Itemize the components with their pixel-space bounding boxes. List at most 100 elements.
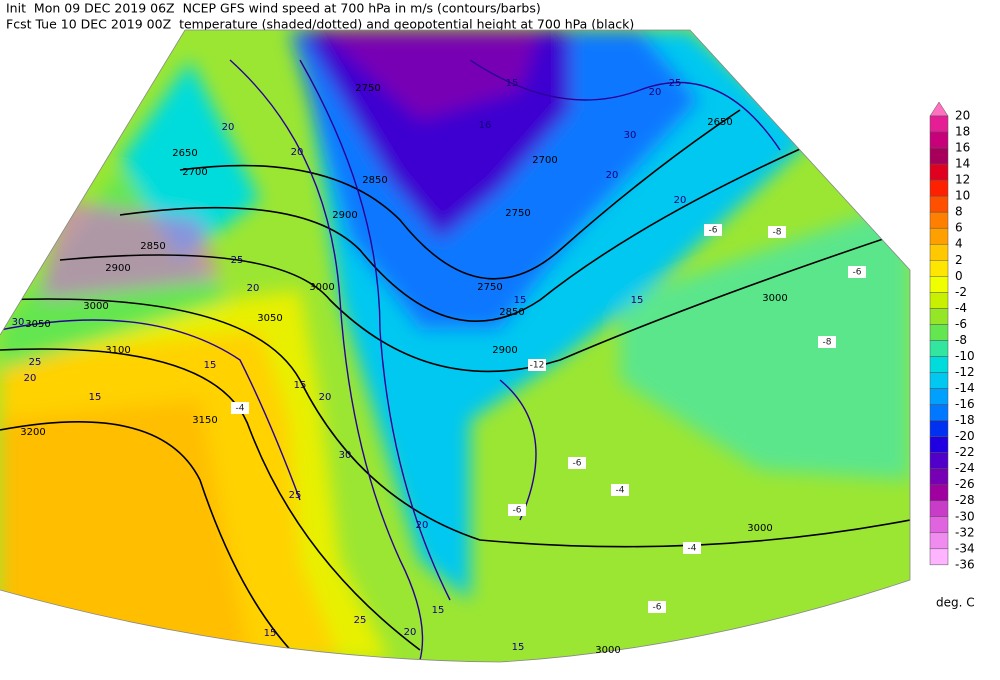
colorbar-cell xyxy=(929,163,949,181)
temperature-label-box xyxy=(508,504,526,516)
temperature-label: -4 xyxy=(236,404,245,414)
colorbar-cell xyxy=(929,500,949,518)
height-contour-label: 2650 xyxy=(172,148,197,159)
wind-contour-label: 20 xyxy=(247,283,260,294)
colorbar-label: 2 xyxy=(955,253,963,267)
colorbar-cell xyxy=(929,147,949,165)
colorbar-cell xyxy=(929,292,949,309)
height-contour-label: 2750 xyxy=(477,282,502,293)
height-contour-label: 3000 xyxy=(83,301,108,312)
colorbar-label: -6 xyxy=(955,317,967,331)
header-line-1: Init Mon 09 DEC 2019 06Z NCEP GFS wind s… xyxy=(6,1,541,16)
map-border xyxy=(0,29,911,663)
height-contour-label: 2750 xyxy=(355,83,380,94)
temperature-label-box xyxy=(848,266,866,278)
colorbar-arrow xyxy=(929,101,949,117)
temperature-label-box xyxy=(818,336,836,348)
colorbar-cell xyxy=(929,548,949,566)
height-contour-label: 2700 xyxy=(532,155,557,166)
colorbar-label: -32 xyxy=(955,525,975,539)
temperature-label: -8 xyxy=(773,228,782,238)
height-contour-label: 3100 xyxy=(105,345,130,356)
wind-contour-label: 20 xyxy=(674,195,687,206)
height-contour-label: 2750 xyxy=(505,208,530,219)
wind-contour-label: 25 xyxy=(669,78,682,89)
colorbar-label: 20 xyxy=(955,109,970,123)
map-labels: 2750 2650 2700 2850 2900 2750 2750 2850 2900 3000… xyxy=(12,78,866,656)
wind-contour-label: 15 xyxy=(89,392,102,403)
wind-contour-label: 15 xyxy=(204,360,217,371)
map-area xyxy=(0,30,910,662)
wind-contour-label: 25 xyxy=(289,490,302,501)
colorbar-label: -8 xyxy=(955,333,967,347)
colorbar-cell xyxy=(929,484,949,501)
wind-contour-label: 16 xyxy=(479,120,492,131)
temperature-label-box xyxy=(231,402,249,414)
height-contour-label: 2900 xyxy=(492,345,517,356)
wind-contour-label: 20 xyxy=(649,87,662,98)
temperature-label-box xyxy=(611,484,629,496)
temperature-label-box xyxy=(528,359,546,371)
height-contour-label: 3150 xyxy=(192,415,217,426)
colorbar-cell xyxy=(929,436,949,453)
temperature-label-box xyxy=(768,226,786,238)
colorbar-label: -12 xyxy=(955,365,975,379)
wind-contour-label: 20 xyxy=(606,170,619,181)
colorbar-label: 4 xyxy=(955,237,963,251)
colorbar-cell xyxy=(929,211,949,229)
wind-contour-label: 25 xyxy=(231,255,244,266)
height-contour-label: 2850 xyxy=(362,175,387,186)
colorbar-cell xyxy=(929,372,949,389)
temperature-label: -6 xyxy=(653,603,662,613)
colorbar-cell xyxy=(929,115,949,133)
temperature-label-box xyxy=(648,601,666,613)
colorbar-label: -20 xyxy=(955,429,975,443)
colorbar-label: -26 xyxy=(955,477,975,491)
colorbar-cell xyxy=(929,276,949,293)
temperature-label: -8 xyxy=(823,338,832,348)
height-contour-label: 2900 xyxy=(332,210,357,221)
colorbar-cell xyxy=(929,324,949,341)
colorbar-cell xyxy=(929,340,949,357)
temperature-label: -12 xyxy=(530,361,545,371)
colorbar-label: -2 xyxy=(955,285,967,299)
height-contour-label: 2850 xyxy=(140,241,165,252)
colorbar-label: 10 xyxy=(955,189,970,203)
temperature-label: -6 xyxy=(709,226,718,236)
colorbar-cell xyxy=(929,356,949,373)
colorbar-cell xyxy=(929,532,949,550)
height-contour-label: 2850 xyxy=(499,307,524,318)
colorbar-cell xyxy=(929,227,949,245)
colorbar-label: -10 xyxy=(955,349,975,363)
temperature-label-box xyxy=(683,542,701,554)
height-contours xyxy=(0,109,910,661)
colorbar-cell xyxy=(929,131,949,149)
temperature-label: -6 xyxy=(573,459,582,469)
height-contour-label: 3000 xyxy=(595,645,620,656)
wind-contours xyxy=(0,59,781,661)
colorbar-cell xyxy=(929,468,949,485)
temperature-label-box xyxy=(568,457,586,469)
colorbar-label: -34 xyxy=(955,541,975,555)
wind-contour-label: 20 xyxy=(404,627,417,638)
colorbar-label: 18 xyxy=(955,125,970,139)
temperature-label: -6 xyxy=(853,268,862,278)
wind-contour-label: 25 xyxy=(354,615,367,626)
colorbar-cell xyxy=(929,179,949,197)
wind-contour-label: 30 xyxy=(624,130,637,141)
height-contour-label: 2650 xyxy=(707,117,732,128)
wind-contour-label: 15 xyxy=(514,295,527,306)
wind-contour-label: 15 xyxy=(264,628,277,639)
colorbar-label: -18 xyxy=(955,413,975,427)
wind-contour-label: 15 xyxy=(294,380,307,391)
wind-contour-label: 20 xyxy=(416,520,429,531)
colorbar-label: -28 xyxy=(955,493,975,507)
colorbar-cell xyxy=(929,195,949,213)
temperature-shading xyxy=(0,30,910,660)
temperature-label: -6 xyxy=(513,506,522,516)
colorbar-label: -22 xyxy=(955,445,975,459)
header-line-2: Fcst Tue 10 DEC 2019 00Z temperature (sh… xyxy=(6,17,634,32)
height-contour-label: 3050 xyxy=(25,319,50,330)
wind-contour-label: 20 xyxy=(319,392,332,403)
